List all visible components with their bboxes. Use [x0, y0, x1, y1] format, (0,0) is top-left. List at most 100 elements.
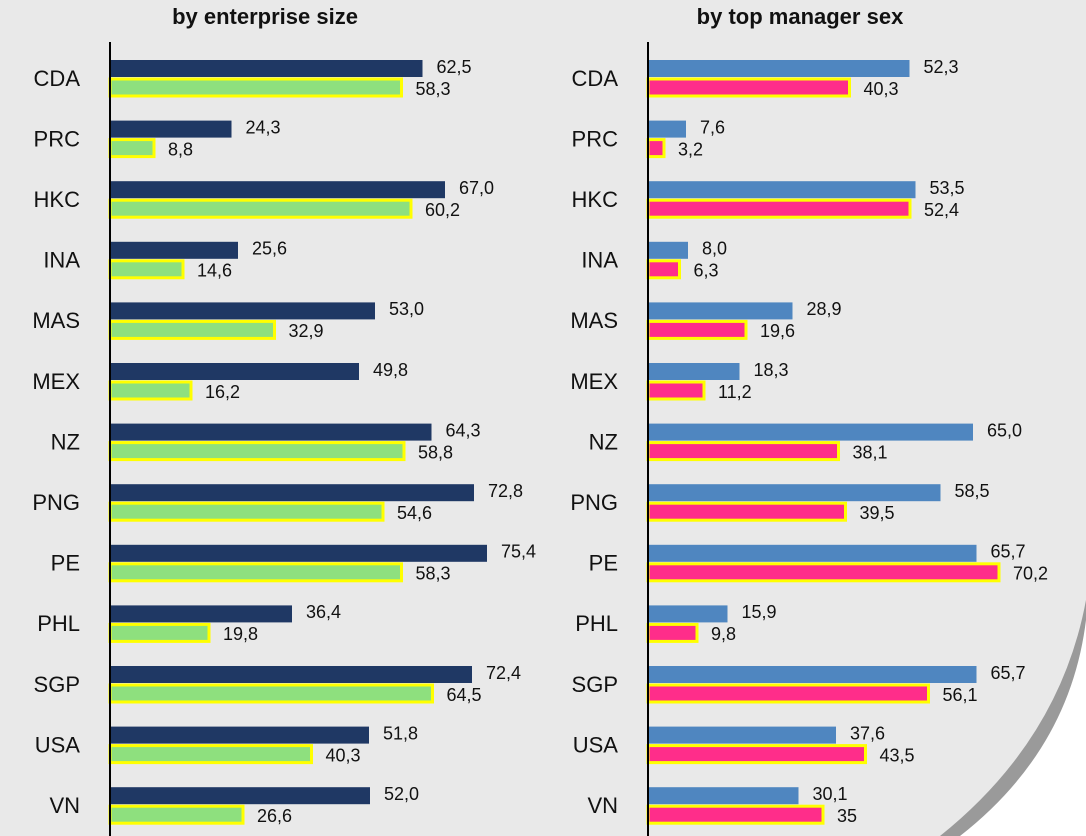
bar [648, 302, 793, 320]
value-label: 52,0 [384, 784, 419, 804]
bar [108, 683, 434, 704]
value-label: 16,2 [205, 382, 240, 402]
value-label: 19,8 [223, 624, 258, 644]
category-label: VN [49, 793, 80, 818]
bar [110, 363, 359, 380]
bar [108, 744, 313, 765]
bar [646, 198, 912, 219]
bar [646, 259, 681, 280]
value-label: 56,1 [943, 685, 978, 705]
value-label: 35 [837, 806, 857, 826]
value-label: 65,0 [987, 420, 1022, 440]
bar [110, 423, 432, 441]
category-label: CDA [572, 66, 619, 91]
page-curl [960, 620, 1086, 836]
value-label: 62,5 [437, 57, 472, 77]
bar [110, 605, 292, 623]
bar [648, 544, 977, 562]
bar [646, 744, 867, 765]
bar [648, 666, 977, 683]
value-label: 58,5 [955, 481, 990, 501]
bar [648, 241, 688, 259]
value-label: 36,4 [306, 602, 341, 622]
category-label: PE [51, 551, 80, 576]
bar [110, 60, 423, 77]
bar [108, 259, 185, 280]
value-label: 53,5 [930, 178, 965, 198]
value-label: 65,7 [991, 663, 1026, 683]
category-label: MAS [32, 308, 80, 333]
category-label: PE [589, 551, 618, 576]
category-label: INA [581, 248, 618, 273]
bar [108, 622, 211, 643]
bar [110, 787, 370, 805]
bar [110, 241, 238, 259]
category-label: MAS [570, 308, 618, 333]
bar [108, 501, 385, 522]
bar [648, 605, 728, 623]
bar [110, 484, 474, 502]
category-label: PRC [572, 126, 619, 151]
value-label: 6,3 [694, 261, 719, 281]
bar [648, 484, 941, 502]
bar [646, 562, 1001, 583]
category-label: USA [35, 732, 81, 757]
value-label: 40,3 [864, 79, 899, 99]
value-label: 64,3 [446, 420, 481, 440]
value-label: 52,4 [924, 200, 959, 220]
category-label: PNG [570, 490, 618, 515]
bar [648, 60, 910, 77]
value-label: 15,9 [742, 602, 777, 622]
value-label: 40,3 [326, 745, 361, 765]
category-label: MEX [570, 369, 618, 394]
value-label: 38,1 [853, 442, 888, 462]
bar [648, 181, 916, 199]
bar [108, 77, 403, 98]
bar [108, 441, 406, 462]
value-label: 70,2 [1013, 564, 1048, 584]
category-label: SGP [572, 672, 618, 697]
bar [646, 622, 699, 643]
bar [646, 501, 847, 522]
value-label: 18,3 [754, 360, 789, 380]
value-label: 49,8 [373, 360, 408, 380]
bar [108, 380, 193, 401]
bar [646, 804, 825, 825]
value-label: 43,5 [880, 745, 915, 765]
value-label: 37,6 [850, 723, 885, 743]
subtitle: by enterprise size [172, 4, 358, 29]
value-label: 51,8 [383, 723, 418, 743]
value-label: 67,0 [459, 178, 494, 198]
bar [108, 198, 413, 219]
value-label: 39,5 [860, 503, 895, 523]
category-label: USA [573, 732, 619, 757]
bar [648, 363, 740, 380]
category-label: PRC [34, 126, 81, 151]
bar [646, 319, 748, 340]
category-label: CDA [34, 66, 81, 91]
value-label: 58,3 [416, 79, 451, 99]
category-label: VN [587, 793, 618, 818]
value-label: 52,3 [924, 57, 959, 77]
value-label: 72,4 [486, 663, 521, 683]
bar [108, 804, 245, 825]
bar [648, 787, 799, 805]
category-label: MEX [32, 369, 80, 394]
bar [108, 138, 156, 159]
value-label: 30,1 [813, 784, 848, 804]
category-label: NZ [51, 429, 80, 454]
bar [646, 77, 851, 98]
bar [110, 666, 472, 683]
value-label: 53,0 [389, 299, 424, 319]
subtitle: by top manager sex [697, 4, 904, 29]
bar [110, 544, 487, 562]
bar [110, 726, 369, 744]
value-label: 14,6 [197, 261, 232, 281]
category-label: HKC [34, 187, 81, 212]
value-label: 25,6 [252, 239, 287, 259]
bar [108, 319, 276, 340]
category-label: SGP [34, 672, 80, 697]
value-label: 11,2 [718, 382, 752, 402]
category-label: INA [43, 248, 80, 273]
